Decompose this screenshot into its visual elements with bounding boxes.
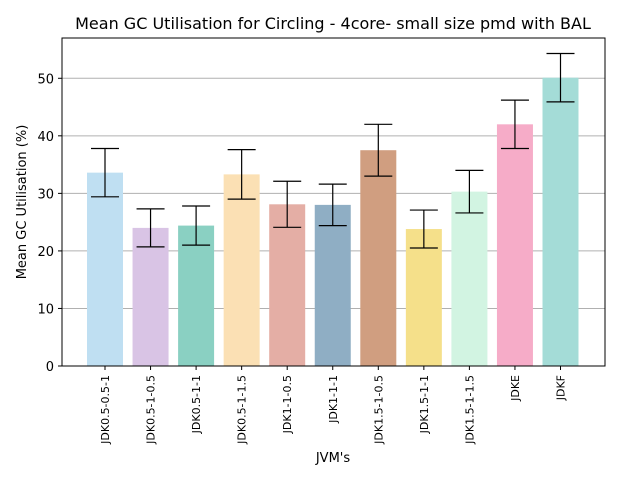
x-tick-label: JDK0.5-1-1.5: [236, 375, 249, 445]
bar: [451, 191, 488, 366]
chart-title: Mean GC Utilisation for Circling - 4core…: [75, 14, 591, 33]
error-bars: [91, 52, 575, 249]
y-tick-label: 20: [37, 245, 54, 260]
bar: [496, 124, 533, 366]
bar: [405, 229, 442, 366]
plot-frame: [61, 37, 606, 367]
bar: [314, 204, 351, 366]
bar: [178, 225, 215, 366]
x-tick-label: JDKF: [555, 375, 568, 401]
bar: [542, 77, 579, 366]
y-tick-label: 50: [37, 72, 54, 87]
bar: [87, 172, 123, 366]
bar: [269, 204, 306, 366]
x-tick-label: JDK0.5-1-1: [190, 375, 203, 434]
bars: [87, 77, 579, 366]
y-tick-label: 30: [37, 187, 54, 202]
x-tick-label: JDK1.5-1-0.5: [372, 375, 385, 445]
x-tick-label: JDK1-1-0.5: [281, 375, 294, 434]
y-axis-ticks: 0 10 20 30 40 50: [37, 72, 62, 375]
x-tick-label: JDK1-1-1: [327, 375, 340, 424]
x-axis-label: JVM's: [315, 451, 351, 466]
x-tick-label: JDK1.5-1-1.5: [463, 375, 476, 445]
bar: [360, 150, 397, 366]
y-axis-label: Mean GC Utilisation (%): [15, 125, 30, 280]
x-tick-label: JDK1.5-1-1: [418, 375, 431, 434]
x-axis-ticks: JDK0.5-0.5-1 JDK0.5-1-0.5 JDK0.5-1-1 JDK0.5…: [99, 366, 568, 445]
y-tick-label: 10: [37, 302, 54, 317]
x-tick-label: JDK0.5-0.5-1: [99, 375, 112, 445]
bar: [223, 174, 260, 366]
x-tick-label: JDKE: [509, 375, 522, 402]
bar: [132, 227, 169, 366]
x-tick-label: JDK0.5-1-0.5: [145, 375, 158, 445]
y-tick-label: 0: [46, 360, 54, 375]
y-tick-label: 40: [37, 130, 54, 145]
